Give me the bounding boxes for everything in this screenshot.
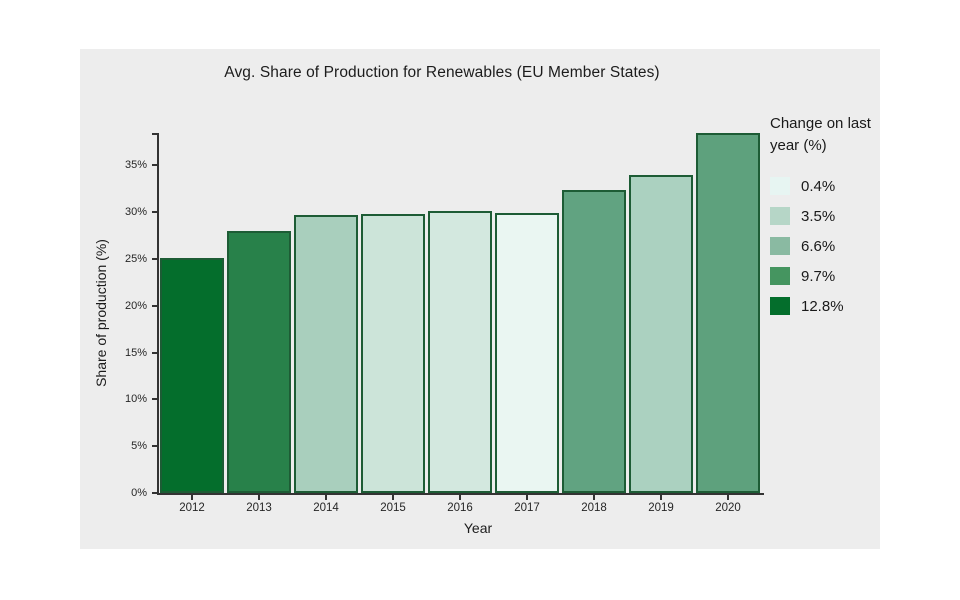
legend-entry-9.7%: 9.7% xyxy=(770,267,882,285)
y-tick-25% xyxy=(152,257,157,260)
legend-swatch-9.7% xyxy=(770,267,790,285)
legend-label-9.7%: 9.7% xyxy=(801,267,836,285)
legend-entry-3.5%: 3.5% xyxy=(770,207,882,225)
legend-swatch-3.5% xyxy=(770,207,790,225)
y-tick-5% xyxy=(152,445,157,448)
x-tick-2015 xyxy=(392,495,394,500)
y-axis-top-cap xyxy=(152,133,157,135)
y-tick-label-5%: 5% xyxy=(131,440,147,453)
legend-label-12.8%: 12.8% xyxy=(801,297,844,315)
x-tick-2017 xyxy=(526,495,528,500)
legend-entry-6.6%: 6.6% xyxy=(770,237,882,255)
y-tick-label-15%: 15% xyxy=(124,346,147,359)
legend-entry-0.4%: 0.4% xyxy=(770,177,882,195)
y-tick-label-20%: 20% xyxy=(124,299,147,312)
x-tick-label-2015: 2015 xyxy=(380,502,406,514)
bar-2019 xyxy=(629,175,693,493)
chart-figure: Avg. Share of Production for Renewables … xyxy=(80,49,880,549)
x-axis-line xyxy=(157,493,764,495)
y-tick-label-30%: 30% xyxy=(124,206,147,219)
x-tick-label-2013: 2013 xyxy=(246,502,272,514)
legend: Change on last year (%) 0.4% 3.5% 6.6% 9.7%… xyxy=(770,113,882,327)
bar-2015 xyxy=(361,214,425,493)
legend-swatch-12.8% xyxy=(770,297,790,315)
y-tick-15% xyxy=(152,351,157,354)
plot-area: 0% 5% 10% 15% 20% 25% 30% 35% 2012 2013 2014 2015 2… xyxy=(125,133,764,514)
x-tick-2012 xyxy=(191,495,193,500)
x-tick-label-2018: 2018 xyxy=(581,502,607,514)
bar-2014 xyxy=(294,215,358,493)
x-tick-label-2017: 2017 xyxy=(514,502,540,514)
x-tick-2019 xyxy=(660,495,662,500)
x-tick-2013 xyxy=(258,495,260,500)
y-axis-line xyxy=(157,133,159,495)
x-axis-title: Year xyxy=(463,520,493,536)
legend-swatch-6.6% xyxy=(770,237,790,255)
y-tick-label-35%: 35% xyxy=(124,159,147,172)
bar-2018 xyxy=(562,190,626,493)
legend-items: 0.4% 3.5% 6.6% 9.7% 12.8% xyxy=(770,177,882,315)
bar-2016 xyxy=(428,211,492,493)
bar-2012 xyxy=(160,258,224,493)
x-tick-label-2016: 2016 xyxy=(447,502,473,514)
legend-title: Change on last year (%) xyxy=(770,115,871,154)
y-tick-35% xyxy=(152,164,157,167)
x-tick-2016 xyxy=(459,495,461,500)
x-tick-2020 xyxy=(727,495,729,500)
x-tick-2018 xyxy=(593,495,595,500)
y-tick-30% xyxy=(152,211,157,214)
legend-label-3.5%: 3.5% xyxy=(801,207,836,225)
x-tick-label-2012: 2012 xyxy=(179,502,205,514)
y-tick-label-10%: 10% xyxy=(124,393,147,406)
legend-swatch-0.4% xyxy=(770,177,790,195)
legend-label-6.6%: 6.6% xyxy=(801,237,836,255)
y-tick-10% xyxy=(152,398,157,401)
chart-title: Avg. Share of Production for Renewables … xyxy=(224,64,660,81)
x-tick-label-2019: 2019 xyxy=(648,502,674,514)
bar-2013 xyxy=(227,231,291,493)
x-tick-label-2014: 2014 xyxy=(313,502,339,514)
x-tick-label-2020: 2020 xyxy=(715,502,741,514)
y-tick-label-25%: 25% xyxy=(124,252,147,265)
bar-2020 xyxy=(696,133,760,493)
legend-label-0.4%: 0.4% xyxy=(801,177,836,195)
legend-entry-12.8%: 12.8% xyxy=(770,297,882,315)
x-tick-2014 xyxy=(325,495,327,500)
y-tick-label-0%: 0% xyxy=(131,487,147,499)
y-tick-0% xyxy=(152,492,157,494)
y-tick-20% xyxy=(152,304,157,307)
bar-2017 xyxy=(495,213,559,493)
